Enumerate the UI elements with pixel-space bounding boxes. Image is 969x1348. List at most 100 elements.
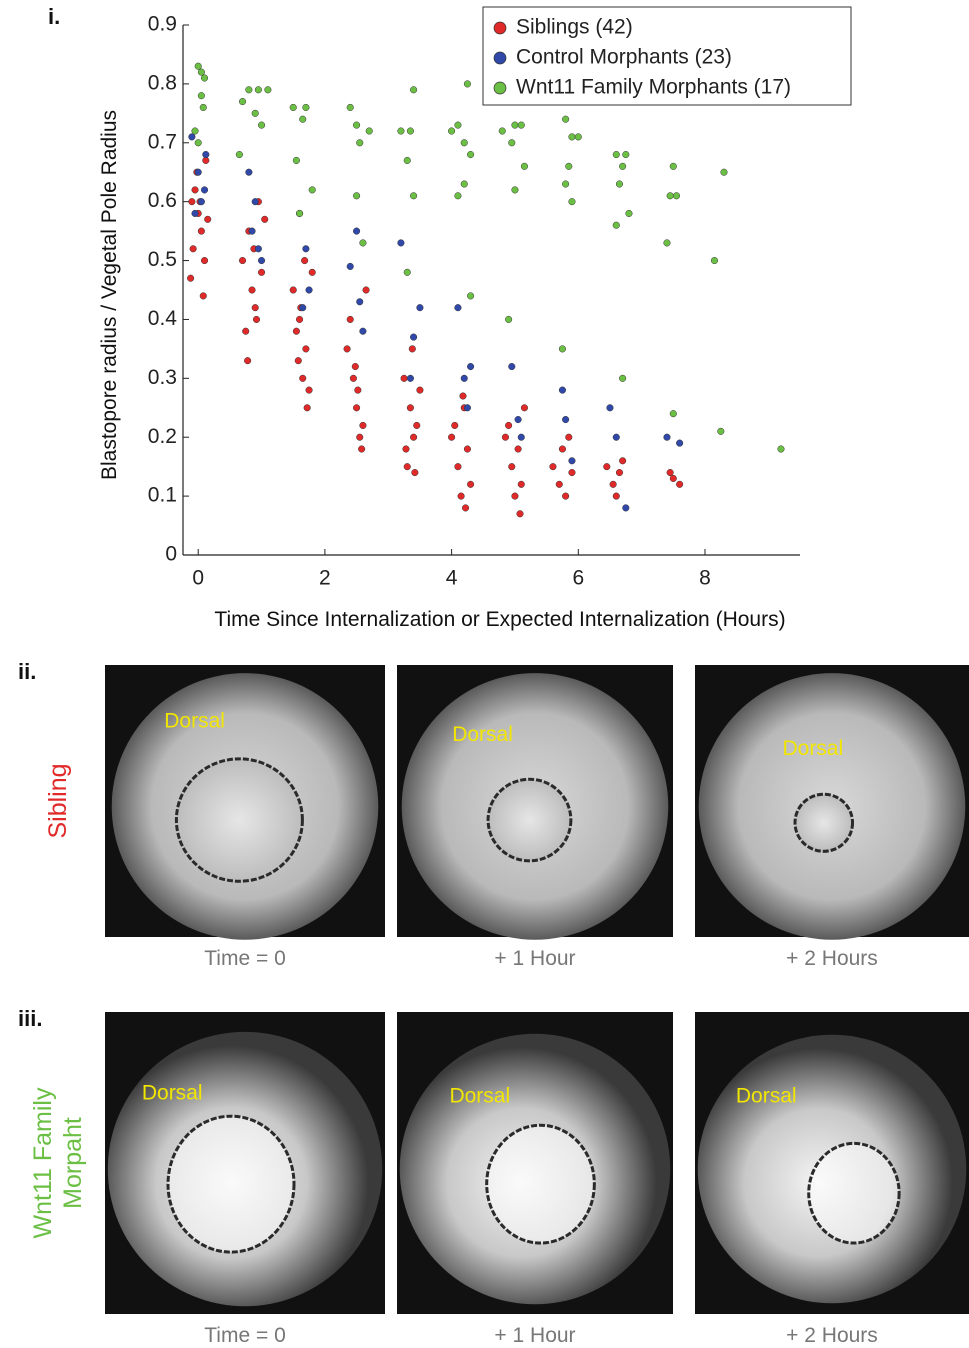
point	[251, 304, 259, 312]
point	[672, 192, 681, 200]
point	[202, 156, 210, 164]
y-tick-label: 0.7	[148, 130, 177, 153]
point	[625, 209, 633, 217]
point	[353, 192, 361, 200]
point	[251, 109, 259, 117]
point	[302, 345, 310, 353]
point	[517, 433, 525, 441]
legend-label: Wnt11 Family Morphants (17)	[516, 76, 791, 99]
point	[302, 245, 310, 253]
point	[299, 374, 307, 382]
point	[467, 151, 475, 159]
point	[296, 209, 304, 217]
point	[194, 139, 202, 147]
panel-label: ii.	[18, 659, 36, 684]
point	[188, 198, 196, 206]
point	[258, 121, 266, 129]
point	[416, 304, 424, 312]
point	[356, 433, 364, 441]
point	[514, 416, 522, 424]
point	[362, 286, 370, 294]
point	[411, 469, 419, 477]
point	[517, 480, 525, 488]
point	[710, 257, 719, 265]
point	[406, 404, 414, 412]
blastopore	[793, 792, 855, 853]
caption: + 2 Hours	[786, 947, 878, 970]
y-tick-label: 0.8	[148, 71, 177, 94]
point	[261, 215, 269, 223]
point	[294, 357, 302, 365]
point	[303, 404, 311, 412]
point	[204, 215, 212, 223]
point	[663, 433, 671, 441]
point	[359, 421, 367, 429]
point	[463, 445, 471, 453]
caption: + 1 Hour	[494, 1324, 575, 1347]
point	[603, 463, 611, 471]
point	[299, 115, 307, 123]
point	[498, 127, 506, 135]
y-tick-label: 0.3	[148, 366, 177, 389]
point	[292, 327, 300, 335]
point	[606, 404, 614, 412]
point	[199, 103, 207, 111]
point	[410, 433, 418, 441]
row-label: Sibling	[44, 763, 72, 838]
point	[622, 151, 630, 159]
point	[460, 180, 468, 188]
point	[622, 504, 630, 512]
x-tick-label: 0	[192, 567, 204, 590]
blastopore	[166, 1114, 296, 1254]
x-axis-label: Time Since Internalization or Expected I…	[214, 608, 785, 631]
point	[663, 239, 671, 247]
point	[467, 480, 475, 488]
point	[508, 463, 516, 471]
point	[402, 445, 410, 453]
point	[454, 121, 462, 129]
point	[191, 127, 199, 135]
point	[356, 298, 364, 306]
panel-label: iii.	[18, 1006, 42, 1031]
legend-marker	[493, 51, 507, 65]
point	[251, 198, 259, 206]
point	[619, 162, 627, 170]
row-label: Morpaht	[59, 1117, 87, 1209]
point	[289, 286, 297, 294]
point	[248, 227, 256, 235]
point	[346, 103, 354, 111]
point	[238, 98, 247, 106]
point	[365, 127, 373, 135]
point	[568, 133, 576, 141]
point	[720, 168, 728, 176]
annotation: Dorsal	[449, 1085, 510, 1108]
point	[238, 257, 247, 265]
point	[505, 421, 513, 429]
point	[416, 386, 424, 394]
legend-box	[482, 6, 852, 106]
point	[258, 268, 266, 276]
point	[454, 304, 462, 312]
point	[353, 227, 361, 235]
point	[403, 268, 411, 276]
point	[410, 192, 418, 200]
point	[305, 286, 313, 294]
point	[264, 86, 272, 94]
point	[187, 274, 195, 282]
point	[353, 404, 361, 412]
point	[568, 469, 576, 477]
point	[505, 315, 513, 323]
point	[467, 363, 475, 371]
point	[200, 186, 209, 194]
point	[358, 445, 366, 453]
annotation: Dorsal	[164, 710, 225, 733]
point	[609, 480, 617, 488]
point	[511, 186, 519, 194]
point	[463, 80, 471, 88]
row-label: Wnt11 Family	[29, 1087, 57, 1238]
point	[612, 151, 620, 159]
point	[346, 262, 354, 270]
point	[406, 127, 414, 135]
caption: Time = 0	[204, 1324, 286, 1347]
